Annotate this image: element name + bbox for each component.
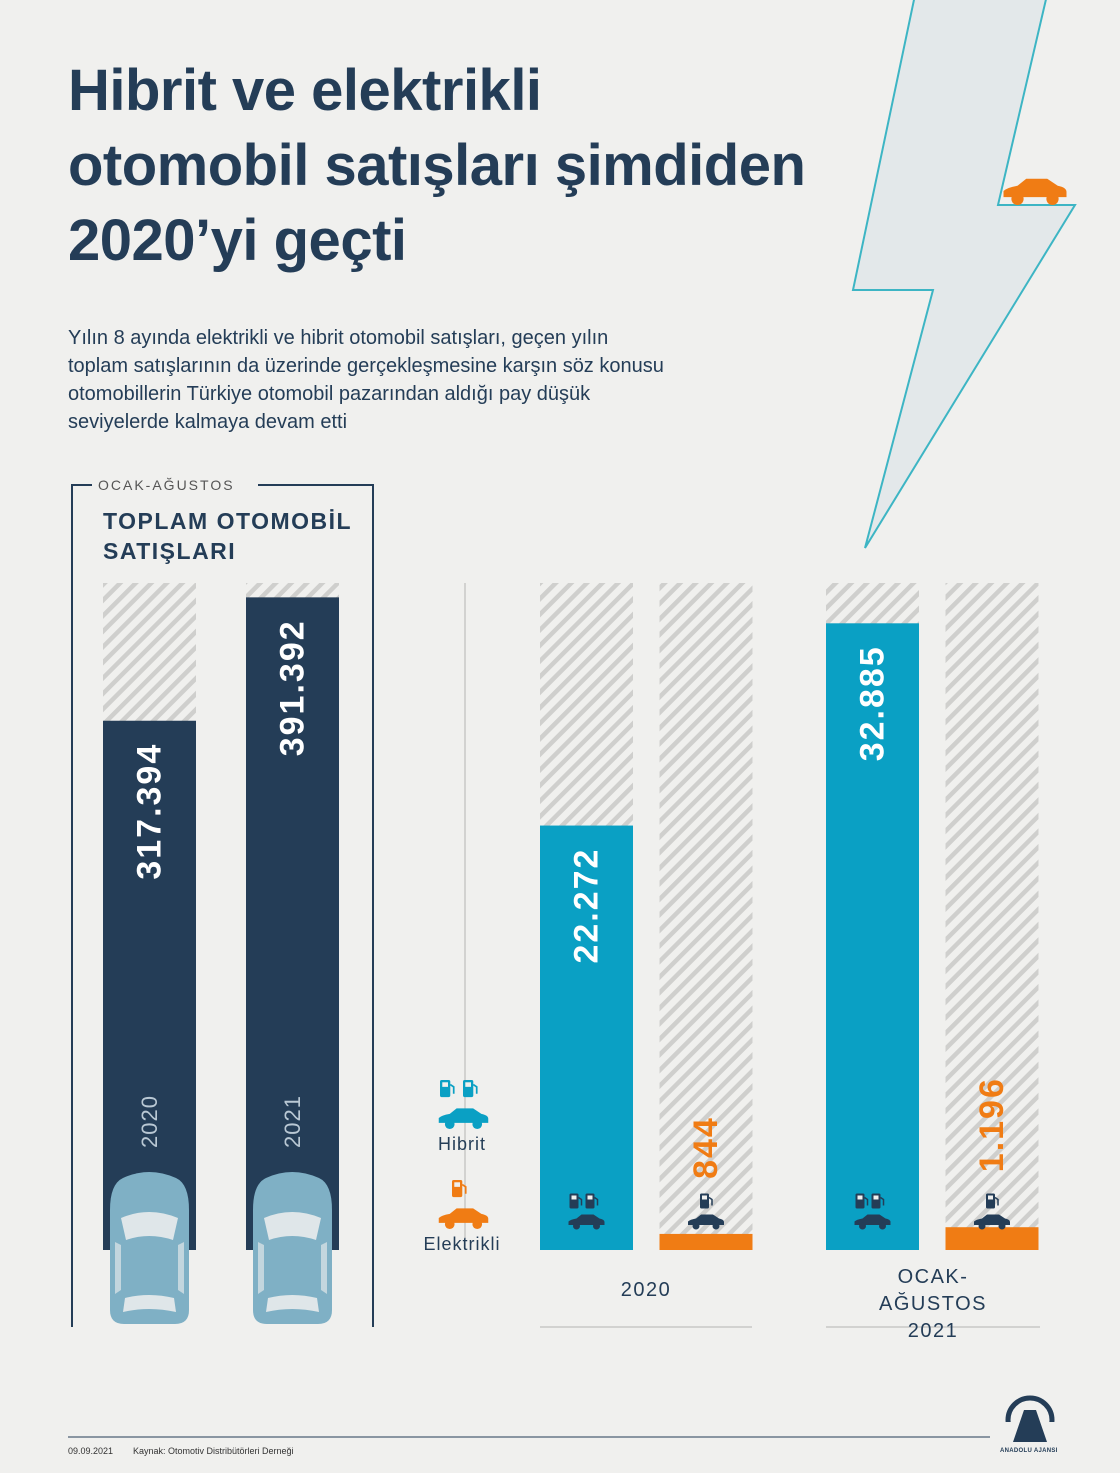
title-line: otomobil satışları şimdiden (68, 133, 806, 198)
agency-logo (1005, 1395, 1055, 1446)
subtitle-line: seviyelerde kalmaya devam etti (68, 411, 348, 433)
pump-icon (440, 1079, 455, 1098)
car-icon (1003, 178, 1067, 205)
bar-track (945, 583, 1039, 1250)
value-label: 317.394 (131, 743, 169, 880)
title-line: Hibrit ve elektrikli (68, 58, 542, 123)
category-label: 2021 (280, 1095, 305, 1148)
value-label: 32.885 (854, 645, 892, 761)
footer-source: Kaynak: Otomotiv Distribütörleri Derneği (133, 1446, 294, 1456)
value-label: 22.272 (568, 848, 606, 964)
title-line: 2020’yi geçti (68, 208, 407, 273)
group-label: 2020 (620, 1279, 672, 1301)
value-label: 391.392 (274, 619, 312, 756)
frame (71, 484, 374, 1327)
panel-title: TOPLAM OTOMOBİL SATIŞLARI (103, 508, 352, 564)
bar (103, 720, 196, 1250)
subtitle-line: Yılın 8 ayında elektrikli ve hibrit otom… (68, 327, 609, 349)
group-label: OCAK-AĞUSTOS 2021 (879, 1266, 987, 1342)
car-icon (438, 1108, 489, 1129)
bar-track (659, 583, 753, 1250)
bar (246, 597, 339, 1250)
period-label: OCAK-AĞUSTOS (98, 477, 235, 493)
bar (540, 825, 633, 1250)
car-icon (438, 1208, 489, 1229)
subtitle-line: otomobillerin Türkiye otomobil pazarında… (68, 383, 591, 405)
car-icon (110, 1172, 189, 1324)
bar (659, 1233, 753, 1250)
pump-icon (452, 1179, 467, 1198)
category-label: 2020 (137, 1095, 162, 1148)
bar (826, 623, 919, 1250)
subtitle-line: toplam satışlarının da üzerinde gerçekle… (68, 355, 664, 377)
value-label: 1.196 (973, 1077, 1011, 1172)
car-icon (253, 1172, 332, 1324)
value-label: 844 (687, 1116, 725, 1179)
legend-label: Elektrikli (423, 1234, 501, 1254)
pump-icon (463, 1079, 478, 1098)
agency-name: ANADOLU AJANSI (1000, 1448, 1058, 1454)
lightning-bolt (851, 0, 1077, 549)
footer-date: 09.09.2021 (68, 1446, 114, 1456)
legend-label: Hibrit (437, 1134, 487, 1154)
bar (945, 1227, 1039, 1250)
